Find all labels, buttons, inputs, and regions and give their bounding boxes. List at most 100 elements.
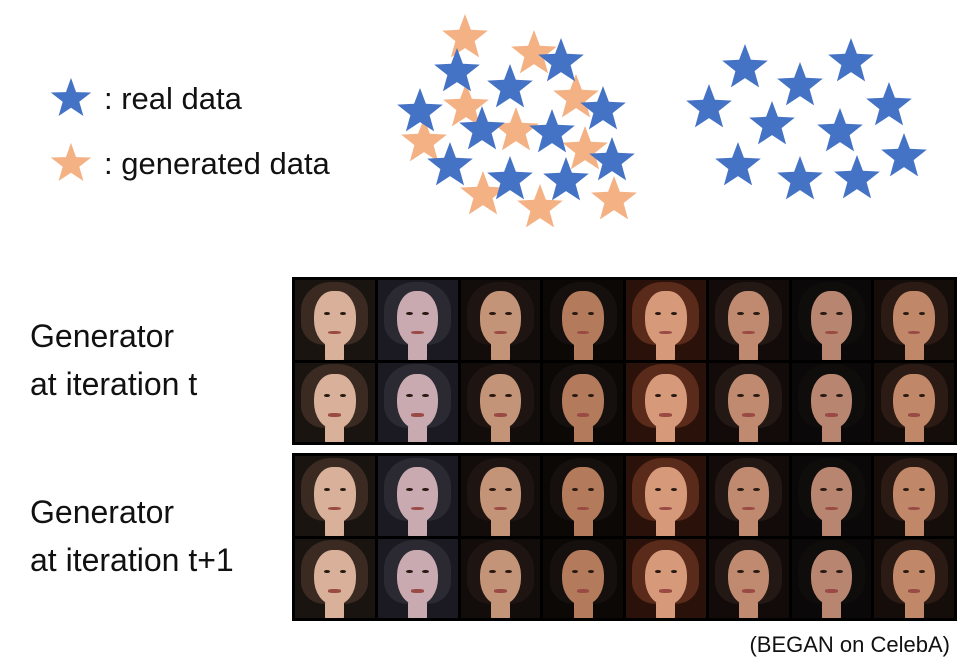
legend-generated: : generated data: [48, 141, 330, 187]
face-eye: [670, 570, 678, 574]
generated-face-image: [626, 538, 706, 618]
face-eye: [505, 570, 512, 574]
real-star-icon: [50, 77, 92, 117]
face-mouth: [824, 506, 838, 511]
face-eye: [918, 570, 926, 574]
generated-face-image: [791, 280, 872, 360]
legend-real-label: : real data: [104, 81, 242, 116]
face-eye: [670, 394, 678, 398]
face-skin: [893, 291, 935, 347]
face-eye: [339, 487, 347, 491]
real-star: [580, 86, 626, 130]
face-skin: [893, 373, 935, 430]
face-mouth: [411, 413, 424, 417]
real-star: [434, 48, 480, 92]
face-skin: [645, 549, 687, 606]
face-skin: [396, 467, 439, 523]
real-star: [866, 82, 912, 126]
generated-star: [511, 30, 557, 74]
generated-face-image: [377, 538, 458, 618]
generated-face-image: [460, 362, 541, 442]
face-mouth: [576, 589, 590, 593]
face-skin: [396, 291, 439, 347]
face-skin: [893, 467, 935, 523]
generated-face-image: [460, 456, 541, 536]
face-eye: [422, 394, 429, 398]
face-skin: [396, 549, 439, 606]
face-skin: [727, 373, 770, 430]
face-eye: [820, 487, 827, 491]
generated-star: [442, 14, 488, 58]
generated-face-image: [295, 362, 375, 442]
generated-face-image: [874, 538, 954, 618]
face-eye: [489, 570, 496, 574]
face-mouth: [742, 413, 755, 417]
face-skin: [479, 373, 522, 430]
face-eye: [902, 311, 910, 315]
face-eye: [753, 394, 760, 398]
generated-face-image: [626, 456, 706, 536]
face-eye: [422, 311, 429, 315]
generated-face-image: [460, 538, 541, 618]
face-eye: [836, 394, 843, 398]
face-grid-iteration-t: [292, 277, 957, 445]
face-eye: [836, 570, 843, 574]
real-star: [538, 38, 584, 82]
face-eye: [571, 570, 579, 574]
face-eye: [406, 570, 413, 574]
face-mouth: [493, 330, 507, 335]
real-star: [427, 142, 473, 186]
face-eye: [406, 394, 413, 398]
source-note: (BEGAN on CelebA): [749, 632, 950, 657]
face-mouth: [824, 589, 838, 593]
face-eye: [654, 570, 662, 574]
face-skin: [810, 373, 853, 430]
star-scatter-diagram: [397, 14, 927, 228]
real-star: [397, 88, 443, 132]
real-star: [834, 155, 880, 199]
generated-star: [443, 83, 489, 127]
caption-line: Generator: [30, 318, 175, 354]
generated-star: [493, 107, 539, 151]
face-eye: [918, 311, 926, 315]
generated-star: [553, 74, 599, 118]
face-eye: [489, 394, 496, 398]
face-eye: [587, 394, 595, 398]
caption-line: at iteration t: [30, 366, 198, 402]
real-star: [722, 44, 768, 88]
face-mouth: [659, 330, 673, 335]
face-mouth: [907, 330, 921, 335]
face-eye: [323, 487, 331, 491]
face-skin: [314, 549, 356, 606]
face-eye: [422, 570, 429, 574]
face-mouth: [659, 506, 673, 511]
face-mouth: [411, 589, 424, 593]
face-eye: [836, 487, 843, 491]
face-skin: [562, 373, 604, 430]
face-mouth: [328, 589, 342, 593]
real-star: [589, 137, 635, 181]
face-eye: [918, 394, 926, 398]
face-mouth: [907, 589, 921, 593]
face-mouth: [824, 413, 838, 417]
face-mouth: [742, 330, 755, 335]
face-skin: [396, 373, 439, 430]
face-skin: [314, 467, 356, 523]
face-eye: [587, 487, 595, 491]
face-mouth: [824, 330, 838, 335]
generated-face-image: [377, 456, 458, 536]
face-mouth: [907, 413, 921, 417]
face-mouth: [659, 413, 673, 417]
real-star: [715, 142, 761, 186]
generated-face-image: [708, 280, 789, 360]
face-skin: [893, 549, 935, 606]
generated-face-image: [708, 538, 789, 618]
face-eye: [753, 311, 760, 315]
face-eye: [820, 570, 827, 574]
generated-face-image: [874, 280, 954, 360]
face-skin: [479, 549, 522, 606]
face-eye: [505, 487, 512, 491]
face-skin: [727, 291, 770, 347]
generated-face-image: [543, 538, 623, 618]
face-eye: [670, 487, 678, 491]
